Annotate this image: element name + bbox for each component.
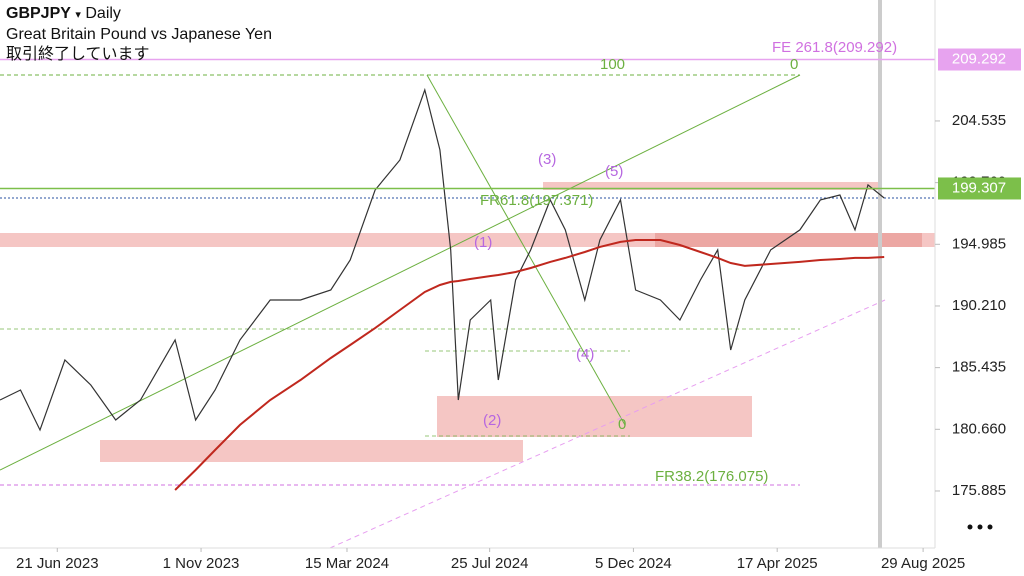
price-tag — [938, 48, 1021, 71]
more-icon[interactable] — [977, 524, 983, 530]
annotation: FR61.8(197.371) — [480, 192, 593, 209]
x-tick-label: 21 Jun 2023 — [16, 555, 99, 572]
y-tick-label: 204.535 — [952, 112, 1006, 129]
series-line — [174, 239, 885, 491]
annotation: (1) — [474, 234, 492, 251]
crosshair — [878, 0, 882, 548]
y-tick-label: 180.660 — [952, 420, 1006, 437]
header: GBPJPY ▾ Daily Great Britain Pound vs Ja… — [6, 5, 272, 63]
series-line — [0, 87, 885, 432]
annotation: 0 — [618, 416, 626, 433]
annotation: (3) — [538, 151, 556, 168]
zone — [655, 233, 922, 247]
more-icon[interactable] — [987, 524, 993, 530]
x-tick-label: 1 Nov 2023 — [163, 555, 240, 572]
x-tick-label: 25 Jul 2024 — [451, 555, 529, 572]
symbol[interactable]: GBPJPY — [6, 5, 71, 22]
zones — [0, 0, 935, 548]
zone — [543, 182, 880, 190]
y-tick-label: 185.435 — [952, 359, 1006, 376]
price-tag-label: 199.307 — [952, 179, 1006, 196]
annotation: FR38.2(176.075) — [655, 468, 768, 485]
x-tick-label: 15 Mar 2024 — [305, 555, 389, 572]
y-tick-label: 175.885 — [952, 482, 1006, 499]
y-tick-label: 190.210 — [952, 297, 1006, 314]
annotation: (2) — [483, 412, 501, 429]
trend-line — [0, 74, 801, 471]
trend-line — [426, 74, 626, 426]
price-tag — [938, 177, 1021, 200]
annotation: 100 — [600, 56, 625, 73]
annotation: 0 — [790, 56, 798, 73]
x-tick-label: 29 Aug 2025 — [881, 555, 965, 572]
status: 取引終了しています — [6, 46, 150, 63]
subtitle: Great Britain Pound vs Japanese Yen — [6, 26, 272, 43]
more-icon[interactable] — [967, 524, 973, 530]
annotation: (4) — [576, 346, 594, 363]
annotation: (5) — [605, 163, 623, 180]
zone — [100, 440, 523, 462]
annotation: FE 261.8(209.292) — [772, 39, 897, 56]
x-tick-label: 17 Apr 2025 — [737, 555, 818, 572]
price-tag-label: 209.292 — [952, 50, 1006, 67]
y-tick-label: 194.985 — [952, 235, 1006, 252]
x-tick-label: 5 Dec 2024 — [595, 555, 672, 572]
timeframe[interactable]: Daily — [85, 5, 121, 22]
marks — [0, 58, 935, 491]
channel-line — [329, 299, 886, 548]
